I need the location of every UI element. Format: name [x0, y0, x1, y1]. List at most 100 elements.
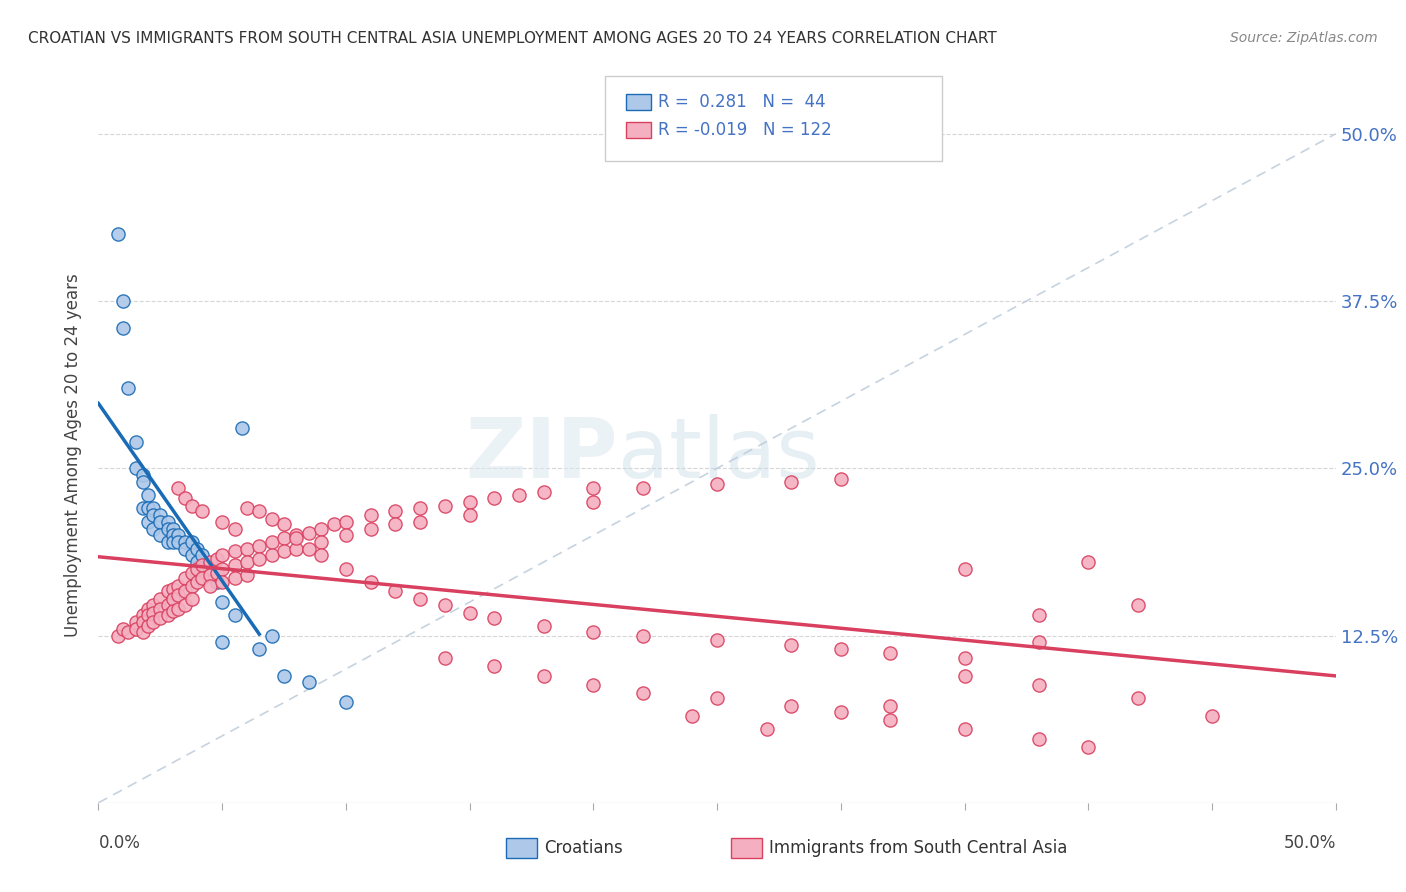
Point: [149, 592, 172, 607]
Point: [166, 482, 188, 496]
Point: [181, 499, 204, 513]
Point: [117, 624, 139, 639]
Point: [174, 584, 197, 599]
Point: [156, 521, 179, 535]
Point: [132, 624, 155, 639]
Point: [142, 501, 165, 516]
Point: [149, 515, 172, 529]
Text: 0.0%: 0.0%: [98, 834, 141, 852]
Point: [953, 562, 976, 576]
Point: [433, 499, 456, 513]
Point: [582, 494, 605, 508]
Point: [360, 521, 382, 535]
Point: [1126, 691, 1149, 706]
Point: [181, 579, 204, 593]
Point: [830, 472, 852, 486]
Point: [112, 321, 135, 335]
Point: [780, 475, 803, 489]
Point: [533, 485, 555, 500]
Point: [191, 504, 214, 518]
Point: [309, 521, 332, 535]
Point: [224, 608, 246, 623]
Point: [335, 696, 357, 710]
Point: [1028, 731, 1050, 746]
Point: [198, 579, 221, 593]
Point: [236, 501, 259, 516]
Point: [205, 575, 228, 590]
Text: Croatians: Croatians: [544, 839, 623, 857]
Point: [409, 515, 432, 529]
Point: [136, 602, 159, 616]
Point: [142, 615, 165, 630]
Point: [142, 598, 165, 612]
Point: [112, 294, 135, 309]
Point: [181, 535, 204, 549]
Point: [132, 501, 155, 516]
Point: [830, 705, 852, 719]
Point: [166, 579, 188, 593]
Point: [582, 678, 605, 692]
Point: [142, 521, 165, 535]
Text: R =  0.281   N =  44: R = 0.281 N = 44: [658, 93, 825, 111]
Point: [191, 548, 214, 563]
Point: [384, 584, 406, 599]
Point: [156, 515, 179, 529]
Point: [953, 723, 976, 737]
Point: [273, 531, 295, 545]
Point: [149, 611, 172, 625]
Point: [384, 517, 406, 532]
Text: 50.0%: 50.0%: [1284, 834, 1336, 852]
Point: [124, 461, 146, 475]
Point: [484, 611, 506, 625]
Point: [224, 521, 246, 535]
Point: [162, 528, 184, 542]
Point: [149, 602, 172, 616]
Point: [335, 528, 357, 542]
Point: [484, 659, 506, 673]
Point: [198, 568, 221, 582]
Point: [124, 615, 146, 630]
Point: [124, 622, 146, 636]
Point: [136, 501, 159, 516]
Point: [273, 517, 295, 532]
Point: [706, 477, 728, 491]
Point: [247, 504, 270, 518]
Point: [309, 535, 332, 549]
Point: [181, 548, 204, 563]
Point: [162, 605, 184, 619]
Point: [162, 535, 184, 549]
Point: [236, 541, 259, 556]
Point: [1077, 739, 1099, 754]
Point: [211, 595, 233, 609]
Point: [107, 227, 129, 242]
Point: [285, 541, 308, 556]
Point: [117, 381, 139, 395]
Point: [224, 544, 246, 558]
Point: [879, 646, 901, 660]
Text: Source: ZipAtlas.com: Source: ZipAtlas.com: [1230, 31, 1378, 45]
Point: [181, 592, 204, 607]
Point: [409, 592, 432, 607]
Point: [149, 508, 172, 523]
Point: [142, 606, 165, 620]
Point: [582, 624, 605, 639]
Point: [166, 535, 188, 549]
Point: [186, 555, 208, 569]
Point: [755, 723, 778, 737]
Point: [1126, 598, 1149, 612]
Point: [211, 548, 233, 563]
Point: [830, 642, 852, 657]
Point: [1028, 678, 1050, 692]
Point: [136, 619, 159, 633]
Point: [132, 608, 155, 623]
Point: [211, 575, 233, 590]
Point: [224, 571, 246, 585]
Point: [433, 598, 456, 612]
Point: [205, 566, 228, 580]
Point: [458, 508, 481, 523]
Point: [132, 615, 155, 630]
Point: [484, 491, 506, 505]
Point: [681, 708, 703, 723]
Point: [174, 598, 197, 612]
Point: [124, 434, 146, 449]
